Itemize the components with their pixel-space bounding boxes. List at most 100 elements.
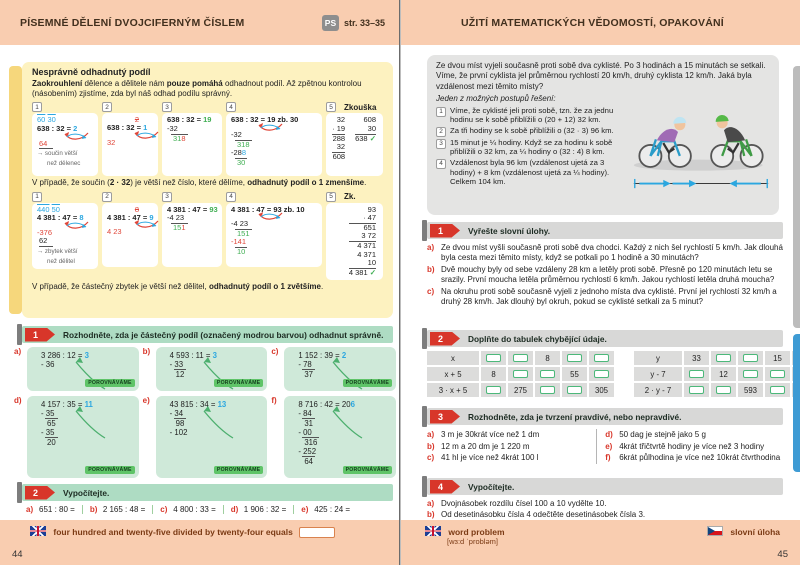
item-letter: a) xyxy=(427,243,435,252)
page-right: UŽITÍ MATEMATICKÝCH VĚDOMOSTÍ, OPAKOVÁNÍ… xyxy=(400,0,800,565)
math-segment: 98 xyxy=(175,419,185,428)
math-line: 10 xyxy=(348,258,376,269)
edge-tab-gray xyxy=(793,66,800,328)
answer-box[interactable] xyxy=(513,354,528,362)
page-number-right: 45 xyxy=(777,549,788,560)
answer-box[interactable] xyxy=(770,386,785,394)
right-page-title: UŽITÍ MATEMATICKÝCH VĚDOMOSTÍ, OPAKOVÁNÍ xyxy=(461,16,724,29)
table-cell xyxy=(738,351,763,365)
math-segment: 3 xyxy=(212,351,217,360)
math-segment: 3 72 xyxy=(361,231,376,241)
answer-box[interactable] xyxy=(486,354,501,362)
cyclists-drawing xyxy=(633,115,769,189)
math-line: 10 xyxy=(235,247,248,257)
math-line: 651 xyxy=(349,223,376,233)
math-segment: 32 xyxy=(107,138,116,148)
answer-input-box[interactable] xyxy=(299,527,336,539)
item-text: 12 m a 20 dm je 1 220 m xyxy=(441,441,530,451)
example-number-badge: 4 xyxy=(226,191,236,202)
answer-box[interactable] xyxy=(689,386,704,394)
example-number-badge: 1 xyxy=(32,191,42,202)
example-number-badge: 3 xyxy=(162,191,172,202)
step-text: Víme, že cyklisté jeli proti sobě, tzn. … xyxy=(450,105,614,125)
answer-box[interactable] xyxy=(770,370,785,378)
cyclists-illustration xyxy=(632,94,770,194)
compare-badge: POROVNÁVÁME xyxy=(85,379,135,387)
math-segment: 65 xyxy=(47,419,56,428)
solution-step: 1 Víme, že cyklisté jeli proti sobě, tzn.… xyxy=(436,106,628,125)
math-line: 638 : 32 = 2 xyxy=(37,124,93,134)
answer-box[interactable] xyxy=(743,354,758,362)
answer-box[interactable] xyxy=(716,386,731,394)
item-text: 425 : 24 = xyxy=(314,505,351,514)
list-item: a) Dvojnásobek rozdílu čísel 100 a 10 vyd… xyxy=(427,499,783,509)
math-segment: - 35 xyxy=(41,428,55,437)
item-letter: e) xyxy=(301,505,309,514)
table-cell xyxy=(508,351,533,365)
vocab-ipa: [wɜ:d ˈprobləm] xyxy=(447,537,498,546)
text-segment: pouze pomáhá xyxy=(166,79,223,88)
math-segment: 43 815 : 34 = xyxy=(169,400,218,409)
division-check-card: 4 593 : 11 = 3- 33 12 POROVNÁVÁME xyxy=(155,347,268,391)
item-letter: b) xyxy=(427,441,435,451)
math-segment: 1 xyxy=(181,222,186,232)
math-line: 3 286 : 12 = 3 xyxy=(41,351,133,360)
solution-step: 4 Vzdálenost byla 96 km (vzdálenost ujetá… xyxy=(436,158,628,187)
math-segment: 8 xyxy=(181,133,186,143)
math-line: - 78 xyxy=(298,360,390,369)
list-item: b) 12 m a 20 dm je 1 220 m xyxy=(427,441,596,453)
math-line: 4 371 xyxy=(349,241,376,251)
math-segment: 608 xyxy=(332,151,346,161)
answer-box[interactable] xyxy=(594,354,609,362)
estimate-arrows-icon xyxy=(64,220,89,229)
math-segment: 4 157 : 35 = xyxy=(41,400,85,409)
math-line: 4 381 ✓ xyxy=(349,267,376,278)
math-line: 638 ✓ xyxy=(355,134,376,144)
item-text: Dvě mouchy byly od sebe vzdáleny 28 km a… xyxy=(441,264,775,285)
check-label: Zk. xyxy=(344,192,356,202)
math-line: -288 xyxy=(231,148,317,158)
math-line: 608 xyxy=(332,151,346,162)
answer-box[interactable] xyxy=(540,370,555,378)
solution-step: 2 Za tři hodiny se k sobě přiblížili o (3… xyxy=(436,126,628,137)
math-segment: 12 xyxy=(175,370,185,379)
math-segment: 316 xyxy=(304,438,318,447)
answer-box[interactable] xyxy=(540,386,555,394)
answer-box[interactable] xyxy=(743,370,758,378)
answer-box[interactable] xyxy=(567,354,582,362)
vocab-cz-text: slovní úloha xyxy=(730,527,780,537)
answer-box[interactable] xyxy=(594,370,609,378)
math-segment: 9 xyxy=(149,212,154,222)
item-text: 4 800 : 33 = xyxy=(173,505,216,514)
answer-box[interactable] xyxy=(716,354,731,362)
answer-box[interactable] xyxy=(567,386,582,394)
math-segment: - 35 xyxy=(41,409,55,418)
math-segment: 10 xyxy=(237,247,246,257)
table-label: y - 7 xyxy=(634,367,682,381)
list-item: f) 6krát půlhodina je více než 10krát čtv… xyxy=(605,452,787,464)
answer-box[interactable] xyxy=(513,370,528,378)
text-segment: Zaokrouhlení xyxy=(32,79,83,88)
list-item: b) Od desetinásobku čísla 4 odečtěte dese… xyxy=(427,510,783,520)
example-badge-line: 5 Zk. xyxy=(326,191,383,203)
table-cell: 8 xyxy=(535,351,560,365)
exercise-item: f) 8 716 : 42 = 206- 84 31- 00 316- 252 64 PO… xyxy=(271,396,396,478)
math-segment: ✓ xyxy=(369,267,376,277)
table-cell xyxy=(738,367,763,381)
math-segment: 638 : 32 = xyxy=(37,124,74,134)
math-segment: 318 xyxy=(237,139,250,149)
math-line: než dělitel xyxy=(47,257,93,267)
compare-badge: POROVNÁVÁME xyxy=(213,466,264,474)
answer-box[interactable] xyxy=(689,370,704,378)
left-page-header: PÍSEMNÉ DĚLENÍ DVOJCIFERNÝM ČÍSLEM PS st… xyxy=(0,0,399,45)
answer-box[interactable] xyxy=(486,386,501,394)
item-text: Ze dvou míst vyšli současně proti sobě d… xyxy=(441,243,783,263)
table-cell: 593 xyxy=(738,383,763,397)
division-work-card: 32 · 19 288 32 608 608 30 638 ✓ xyxy=(326,113,383,177)
math-segment: · 47 xyxy=(363,213,376,223)
table-cell xyxy=(711,351,736,365)
